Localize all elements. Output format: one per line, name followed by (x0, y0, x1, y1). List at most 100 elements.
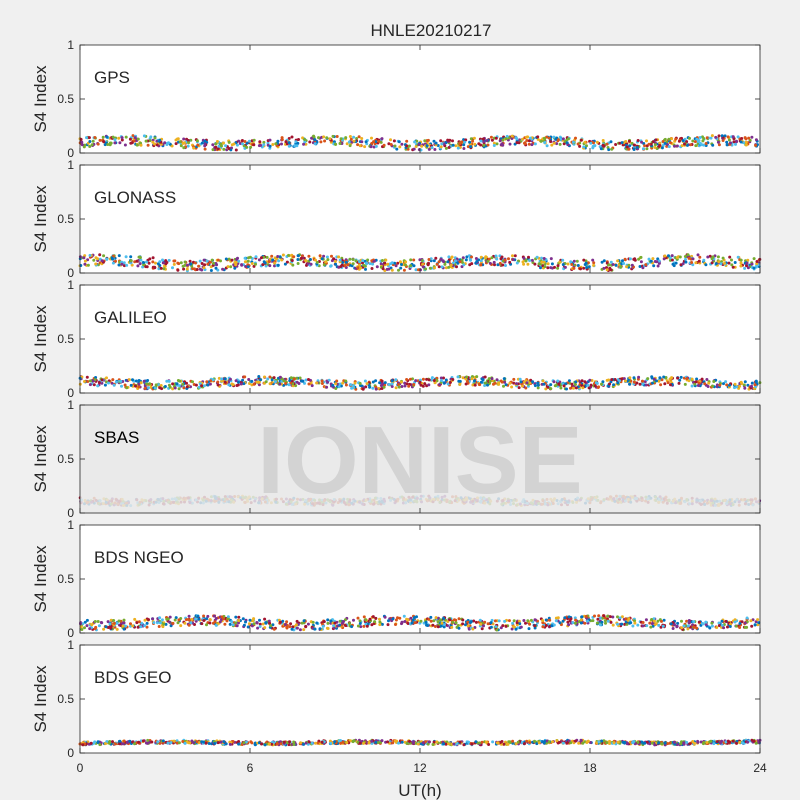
data-point (270, 378, 274, 382)
data-point (731, 135, 735, 139)
data-point (139, 143, 143, 147)
data-point (584, 261, 588, 265)
data-point (403, 381, 407, 385)
data-point (490, 138, 494, 142)
data-point (715, 385, 719, 389)
data-point (394, 623, 397, 626)
data-point (609, 140, 613, 144)
data-point (500, 380, 504, 384)
data-point (363, 145, 367, 149)
data-point (492, 260, 496, 264)
data-point (739, 258, 743, 262)
data-point (522, 262, 526, 266)
data-point (571, 621, 575, 625)
data-point (405, 139, 409, 143)
data-point (740, 137, 744, 140)
data-point (151, 140, 155, 144)
data-point (227, 140, 231, 144)
data-point (360, 140, 364, 144)
data-point (696, 253, 700, 257)
data-point (433, 148, 437, 151)
data-point (153, 266, 157, 270)
data-point (661, 144, 665, 147)
data-point (348, 144, 352, 148)
data-point (592, 263, 596, 267)
data-point (555, 142, 559, 146)
data-point (469, 258, 472, 262)
data-point (574, 136, 577, 140)
data-point (100, 378, 104, 382)
data-point (254, 255, 258, 259)
data-point (508, 142, 512, 146)
data-point (338, 623, 342, 627)
data-point (112, 383, 116, 387)
data-point (223, 377, 227, 381)
data-point (262, 143, 266, 147)
data-point (374, 616, 378, 620)
data-point (643, 144, 647, 148)
data-point (556, 264, 560, 268)
data-point (119, 379, 123, 383)
data-point (618, 379, 621, 383)
y-tick-label: 1 (67, 278, 74, 292)
data-point (733, 382, 737, 386)
data-point (292, 255, 296, 259)
data-point (329, 264, 333, 268)
data-point (454, 144, 458, 148)
data-point (131, 624, 135, 628)
data-point (295, 619, 299, 623)
data-point (571, 140, 575, 144)
data-point (236, 256, 239, 260)
data-point (589, 141, 593, 145)
data-point (479, 259, 483, 263)
data-point (135, 259, 139, 263)
data-point (543, 265, 547, 269)
data-point (329, 619, 333, 623)
data-point (694, 380, 698, 384)
data-point (242, 382, 246, 386)
data-point (291, 263, 295, 267)
data-point (515, 261, 519, 265)
data-point (641, 379, 644, 383)
data-point (442, 376, 445, 380)
data-point (79, 622, 82, 626)
data-point (623, 257, 627, 261)
data-point (592, 141, 595, 145)
data-point (120, 136, 124, 140)
data-point (226, 265, 230, 269)
data-point (752, 257, 756, 261)
data-point (223, 622, 227, 626)
data-point (559, 137, 563, 141)
data-point (224, 257, 228, 261)
data-point (96, 257, 99, 261)
data-point (616, 615, 619, 619)
data-point (328, 137, 332, 141)
data-point (317, 136, 320, 140)
data-point (489, 135, 493, 139)
data-point (611, 615, 615, 619)
data-point (197, 264, 201, 268)
data-point (726, 135, 730, 139)
data-point (633, 621, 637, 625)
data-point (313, 138, 317, 142)
data-point (529, 618, 533, 622)
data-point (534, 618, 538, 622)
data-point (694, 144, 698, 148)
data-point (82, 145, 86, 149)
data-point (123, 383, 127, 387)
data-point (231, 623, 235, 627)
data-point (651, 257, 655, 261)
data-point (266, 377, 270, 381)
data-point (315, 621, 319, 625)
data-point (570, 263, 574, 266)
data-point (493, 263, 496, 267)
data-point (675, 256, 679, 259)
data-point (457, 617, 461, 621)
data-point (158, 138, 162, 142)
data-point (179, 144, 183, 148)
data-point (521, 137, 525, 141)
data-point (601, 139, 605, 142)
data-point (262, 140, 266, 144)
data-point (522, 256, 526, 260)
